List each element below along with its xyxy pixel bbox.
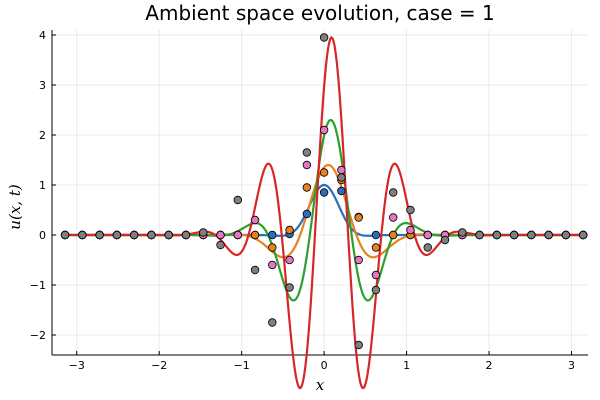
x-tick-label: −3 [69, 359, 85, 372]
series-3-point [319, 125, 329, 135]
series-4-point [406, 205, 415, 215]
series-4-point [302, 148, 312, 157]
series-2-point [354, 213, 363, 222]
series-3-point [233, 230, 242, 240]
series-3-point [423, 230, 432, 240]
series-1-point [268, 230, 277, 240]
series-2-point [389, 230, 398, 240]
series-1-point [302, 209, 312, 219]
chart-title: Ambient space evolution, case = 1 [145, 1, 494, 25]
y-tick-label: −2 [30, 329, 46, 342]
y-tick-label: 3 [39, 79, 46, 92]
y-tick-label: 4 [39, 29, 46, 42]
series-4-point [78, 230, 87, 240]
series-2-point [268, 243, 277, 252]
y-tick-label: 2 [39, 129, 46, 142]
series-4-point [544, 230, 553, 240]
series-4-point [112, 230, 122, 240]
series-4-point [440, 235, 450, 245]
x-tick-label: −1 [234, 359, 250, 372]
series-3-point [216, 230, 225, 240]
axes [51, 30, 588, 356]
series-3-point [250, 215, 260, 225]
series-4-point [423, 243, 432, 252]
y-tick-label: 1 [39, 179, 46, 192]
series-4-point [578, 230, 588, 240]
series-4-point [337, 173, 346, 182]
series-2-point [371, 243, 381, 252]
series-4-point [475, 230, 484, 240]
series-3-point [285, 255, 294, 265]
x-tick-label: 1 [403, 359, 410, 372]
series-1-point [319, 188, 329, 197]
series-3-point [406, 225, 415, 235]
series-4-point [147, 230, 156, 240]
series-4-point [527, 230, 536, 240]
series-3-point [268, 260, 277, 270]
y-tick-label: 0 [39, 229, 46, 242]
x-tick-label: 3 [568, 359, 575, 372]
series-3-point [337, 165, 346, 175]
series-4-point [319, 33, 329, 42]
series-2-point [250, 230, 260, 240]
series-3-point [302, 160, 312, 170]
series-4-point [354, 340, 363, 350]
series-4-point [164, 230, 173, 240]
series-1-point [371, 230, 381, 240]
series-3-point [371, 270, 381, 280]
series-4-point [129, 230, 139, 240]
series-4-point [95, 230, 104, 240]
series-4-point [60, 230, 70, 240]
x-tick-label: 0 [321, 359, 328, 372]
series-4-point [268, 318, 277, 327]
series-4-point [181, 230, 191, 240]
series-4-point [285, 283, 294, 292]
series-4-point [458, 228, 467, 237]
series-3-point [354, 255, 363, 265]
series-4-point [492, 230, 502, 240]
tick-labels: −3 −2 −1 0 1 2 3 −2 −1 0 1 2 3 4 [30, 29, 575, 372]
series-4-point [371, 285, 381, 295]
series-4-point [389, 188, 398, 197]
series-3-point [389, 213, 398, 222]
series-2-point [285, 225, 294, 235]
series-1-point [337, 186, 346, 196]
series-2-point [319, 168, 329, 177]
series-4-point [509, 230, 519, 240]
series-4-point [561, 230, 571, 240]
y-axis-label: u(x, t) [6, 184, 24, 230]
series-2-point [302, 183, 312, 192]
y-tick-label: −1 [30, 279, 46, 292]
x-tick-label: 2 [486, 359, 493, 372]
series-4-point [216, 240, 225, 250]
x-tick-label: −2 [151, 359, 167, 372]
series-4-point [199, 228, 208, 237]
x-axis-label: x [316, 376, 325, 394]
series-markers [60, 33, 588, 350]
series-4-point [233, 195, 242, 205]
series-4-point [250, 265, 260, 275]
